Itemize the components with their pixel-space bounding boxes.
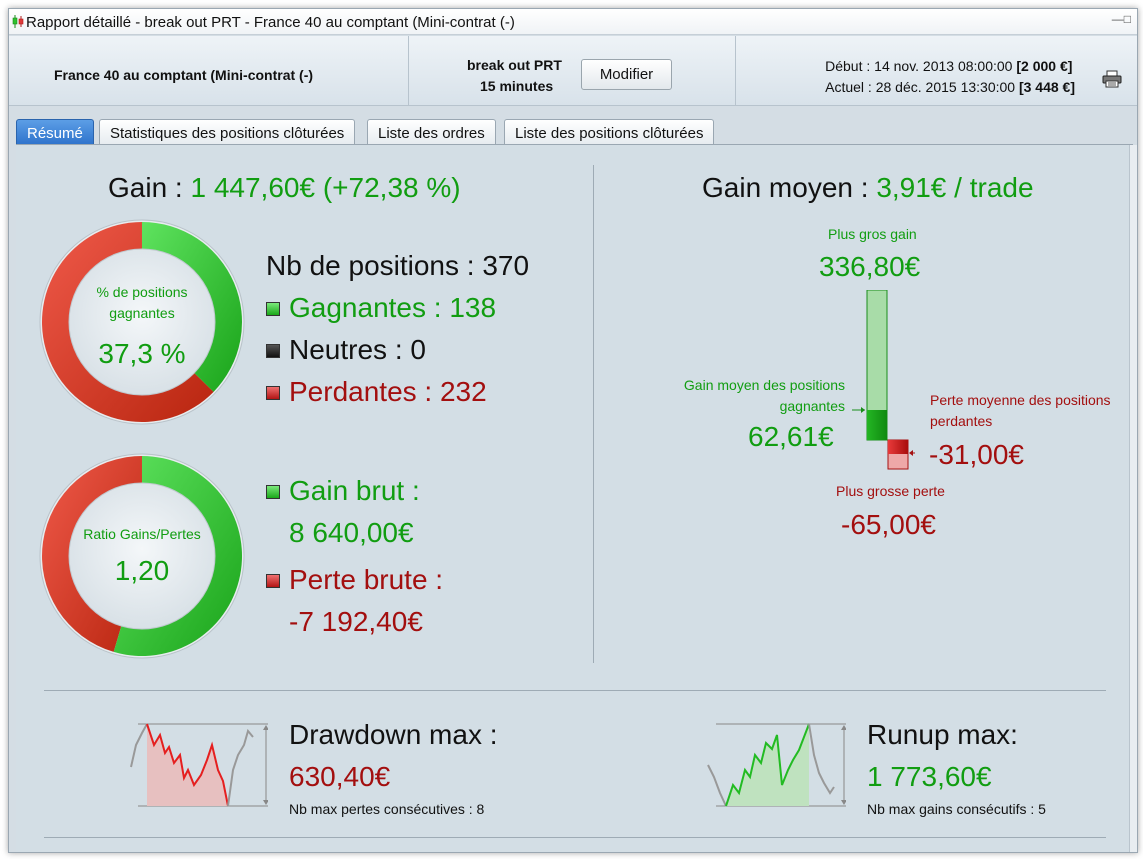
current-row: Actuel : 28 déc. 2015 13:30:00 [3 448 €] xyxy=(825,77,1075,98)
largest-loss-label: Plus grosse perte xyxy=(836,483,945,499)
title-bar: Rapport détaillé - break out PRT - Franc… xyxy=(9,9,1137,35)
tab-orders-list[interactable]: Liste des ordres xyxy=(367,119,496,144)
start-row: Début : 14 nov. 2013 08:00:00 [2 000 €] xyxy=(825,56,1075,77)
positions-count: Nb de positions : 370 xyxy=(266,250,530,281)
strategy-name: break out PRT xyxy=(467,57,562,73)
gross-gain-label: Gain brut : xyxy=(289,475,420,506)
win-ring-label-1: % de positions xyxy=(96,284,188,300)
info-bar: France 40 au comptant (Mini-contrat (-) … xyxy=(9,36,1137,106)
start-label: Début : xyxy=(825,58,871,74)
gain-value: 1 447,60€ xyxy=(190,172,316,203)
candlestick-icon xyxy=(12,15,24,28)
win-ring-loss-segment xyxy=(41,222,214,422)
avg-win-bar xyxy=(867,410,887,440)
runup-title: Runup max: xyxy=(867,719,1018,750)
dates-cell: Début : 14 nov. 2013 08:00:00 [2 000 €] … xyxy=(736,36,1137,106)
winning-swatch xyxy=(266,302,280,316)
gross-loss-swatch xyxy=(266,574,280,588)
win-ring-value: 37,3 % xyxy=(98,338,186,369)
drawdown-title: Drawdown max : xyxy=(289,719,498,750)
tab-closed-positions-list[interactable]: Liste des positions clôturées xyxy=(504,119,715,144)
ratio-ring-loss-segment xyxy=(42,456,142,652)
ratio-ring-value: 1,20 xyxy=(114,555,170,586)
gain-percent: (+72,38 %) xyxy=(322,172,461,203)
instrument-cell: France 40 au comptant (Mini-contrat (-) xyxy=(9,36,409,106)
bottom-divider xyxy=(44,837,1106,838)
strategy-cell: break out PRT 15 minutes Modifier xyxy=(409,36,736,106)
avg-win-caption: Gain moyen des positions gagnantes xyxy=(616,375,845,417)
dates-block: Début : 14 nov. 2013 08:00:00 [2 000 €] … xyxy=(825,56,1075,98)
ratio-ring-win-segment xyxy=(113,456,243,656)
win-ring-win-segment xyxy=(142,222,242,392)
largest-gain-label: Plus gros gain xyxy=(828,226,917,242)
avg-win-value: 62,61€ xyxy=(748,421,834,452)
vertical-scrollbar[interactable] xyxy=(1129,145,1137,852)
tab-closed-positions-stats[interactable]: Statistiques des positions clôturées xyxy=(99,119,356,144)
ratio-ring xyxy=(39,453,245,659)
instrument-name: France 40 au comptant (Mini-contrat (-) xyxy=(54,67,314,83)
avg-win-label-2: gagnantes xyxy=(779,398,845,414)
drawdown-sparkline xyxy=(130,723,268,807)
gross-gain-swatch xyxy=(266,485,280,499)
tab-resume[interactable]: Résumé xyxy=(16,119,94,144)
window-control-icon[interactable]: —□ xyxy=(1111,12,1131,26)
avg-loss-label-2: perdantes xyxy=(930,413,993,429)
runup-sub: Nb max gains consécutifs : 5 xyxy=(867,801,1046,817)
current-label: Actuel : xyxy=(825,79,872,95)
avg-gain-label: Gain moyen : xyxy=(702,172,869,203)
avg-loss-arrowhead xyxy=(909,450,913,456)
gross-loss-label: Perte brute : xyxy=(289,564,444,595)
vertical-divider xyxy=(593,165,594,663)
ratio-ring-label: Ratio Gains/Pertes xyxy=(83,526,201,542)
section-divider xyxy=(44,690,1106,691)
summary-panel: Gain : 1 447,60€ (+72,38 %) xyxy=(16,144,1133,852)
runup-value: 1 773,60€ xyxy=(867,761,992,792)
start-date: 14 nov. 2013 08:00:00 xyxy=(874,58,1013,74)
strategy-timeframe: 15 minutes xyxy=(480,78,554,94)
largest-loss-value: -65,00€ xyxy=(841,509,936,540)
avg-gain-headline: Gain moyen : 3,91€ / trade xyxy=(702,172,1034,204)
modify-button[interactable]: Modifier xyxy=(581,59,672,90)
drawdown-value: 630,40€ xyxy=(289,761,391,792)
runup-sparkline xyxy=(707,723,846,807)
drawdown-sub: Nb max pertes consécutives : 8 xyxy=(289,801,485,817)
avg-loss-bar xyxy=(888,440,908,454)
window-title: Rapport détaillé - break out PRT - Franc… xyxy=(26,14,515,31)
gain-loss-bar xyxy=(852,290,915,470)
current-capital: [3 448 €] xyxy=(1018,79,1075,95)
winning-count: Gagnantes : 138 xyxy=(289,292,497,323)
win-ring-label-2: gagnantes xyxy=(109,305,175,321)
neutral-swatch xyxy=(266,344,280,358)
current-date: 28 déc. 2015 13:30:00 xyxy=(875,79,1016,95)
start-capital: [2 000 €] xyxy=(1016,58,1073,74)
losing-swatch xyxy=(266,386,280,400)
avg-win-arrowhead xyxy=(861,407,865,413)
report-window: Rapport détaillé - break out PRT - Franc… xyxy=(8,8,1138,853)
avg-loss-value: -31,00€ xyxy=(929,439,1024,470)
gross-gain-value: 8 640,00€ xyxy=(289,517,414,548)
avg-gain-value: 3,91€ / trade xyxy=(876,172,1034,203)
gross-loss-value: -7 192,40€ xyxy=(289,606,423,637)
gain-headline: Gain : 1 447,60€ (+72,38 %) xyxy=(108,172,461,204)
gain-label: Gain : xyxy=(108,172,183,203)
printer-icon[interactable] xyxy=(1102,70,1122,88)
losing-count: Perdantes : 232 xyxy=(289,376,487,407)
win-ring-caption: % de positions gagnantes xyxy=(37,282,247,324)
largest-gain-value: 336,80€ xyxy=(819,251,921,282)
neutral-count: Neutres : 0 xyxy=(289,334,426,365)
avg-loss-label-1: Perte moyenne des positions xyxy=(930,392,1111,408)
avg-win-label-1: Gain moyen des positions xyxy=(683,377,845,393)
win-rate-ring xyxy=(39,219,245,425)
avg-loss-caption: Perte moyenne des positions perdantes xyxy=(930,390,1111,432)
